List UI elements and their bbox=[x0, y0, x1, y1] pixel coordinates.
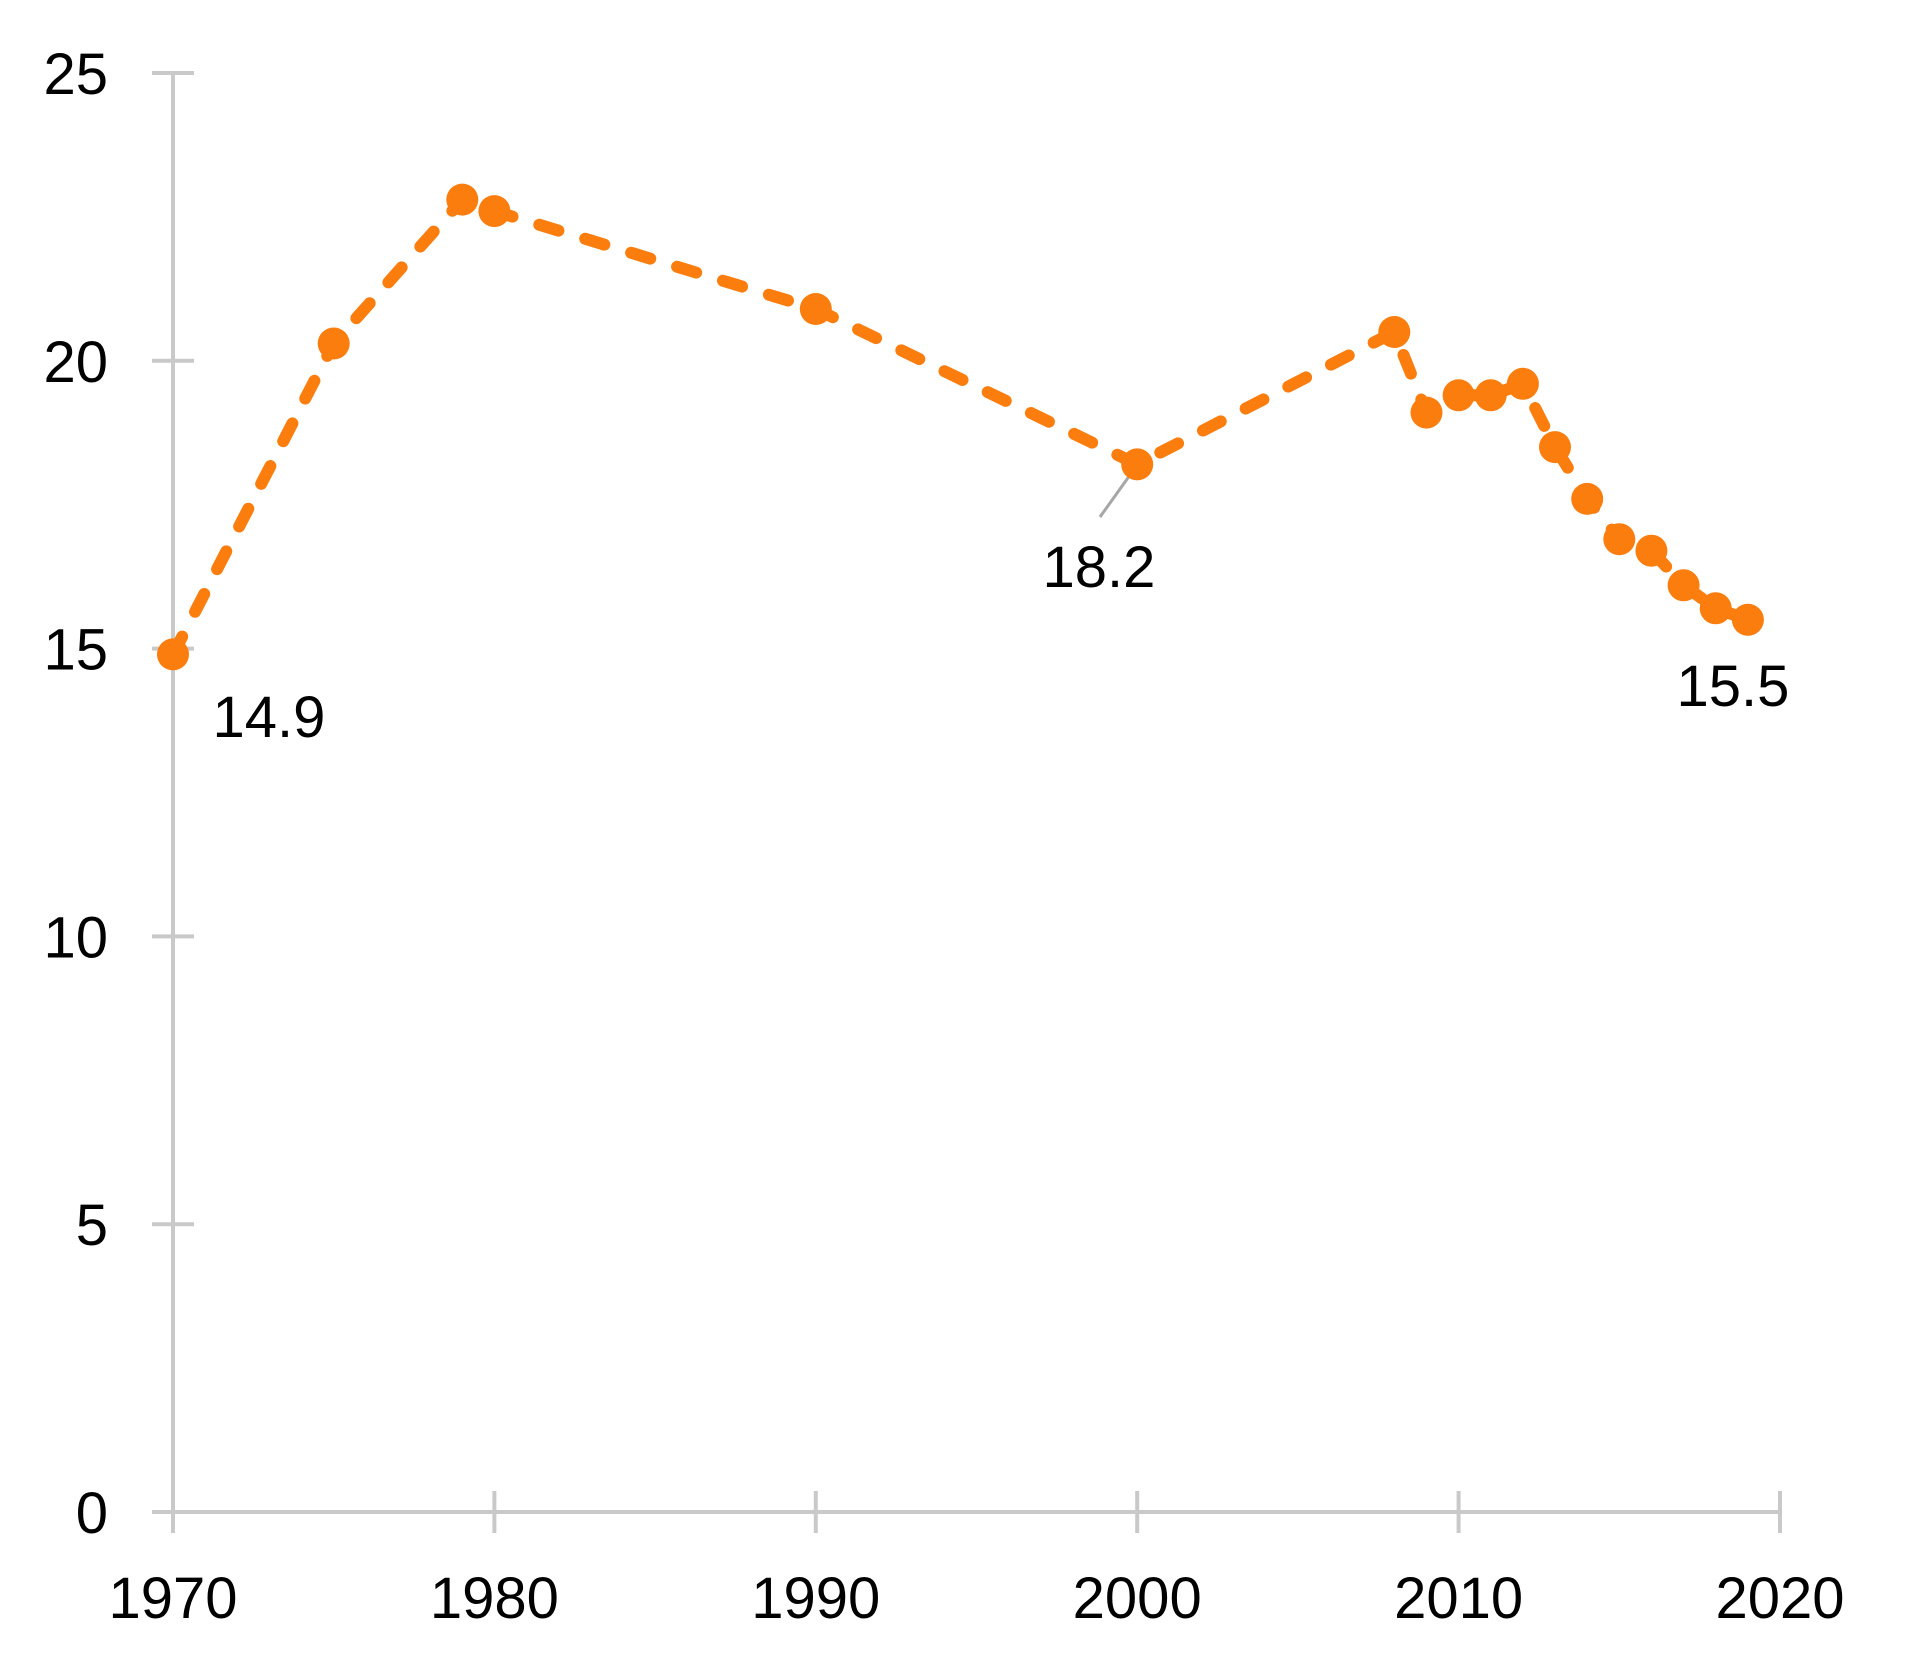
data-point-marker bbox=[446, 183, 479, 216]
data-point-marker bbox=[1699, 592, 1732, 625]
y-tick-label: 10 bbox=[43, 905, 108, 970]
x-tick-label: 2020 bbox=[1715, 1566, 1844, 1631]
data-point-marker bbox=[1442, 379, 1475, 412]
data-label: 15.5 bbox=[1677, 654, 1790, 719]
x-tick-label: 2000 bbox=[1073, 1566, 1202, 1631]
x-tick-label: 1990 bbox=[751, 1566, 880, 1631]
y-tick-label: 25 bbox=[43, 42, 108, 107]
data-point-marker bbox=[317, 327, 350, 360]
data-point-marker bbox=[1410, 396, 1443, 429]
data-point-marker bbox=[1506, 367, 1539, 400]
data-point-marker bbox=[478, 195, 511, 228]
data-label: 18.2 bbox=[1043, 535, 1156, 600]
data-point-marker bbox=[1667, 569, 1700, 602]
data-point-marker bbox=[1474, 379, 1507, 412]
data-point-marker bbox=[1378, 316, 1411, 348]
data-point-marker bbox=[157, 638, 189, 671]
x-tick-label: 2010 bbox=[1394, 1566, 1523, 1631]
data-point-marker bbox=[1635, 534, 1668, 567]
data-point-marker bbox=[1539, 431, 1571, 464]
y-tick-label: 5 bbox=[76, 1193, 108, 1258]
y-tick-label: 15 bbox=[43, 618, 108, 683]
data-point-marker bbox=[1731, 603, 1764, 636]
x-tick-label: 1970 bbox=[108, 1566, 237, 1631]
data-label: 14.9 bbox=[213, 685, 326, 750]
data-point-marker bbox=[1121, 448, 1154, 481]
data-point-marker bbox=[1603, 523, 1636, 556]
y-tick-label: 20 bbox=[43, 330, 108, 395]
data-point-marker bbox=[799, 293, 832, 325]
data-point-marker bbox=[1571, 482, 1604, 515]
series-line bbox=[167, 193, 1754, 661]
y-tick-label: 0 bbox=[76, 1481, 108, 1546]
x-tick-label: 1980 bbox=[430, 1566, 559, 1631]
